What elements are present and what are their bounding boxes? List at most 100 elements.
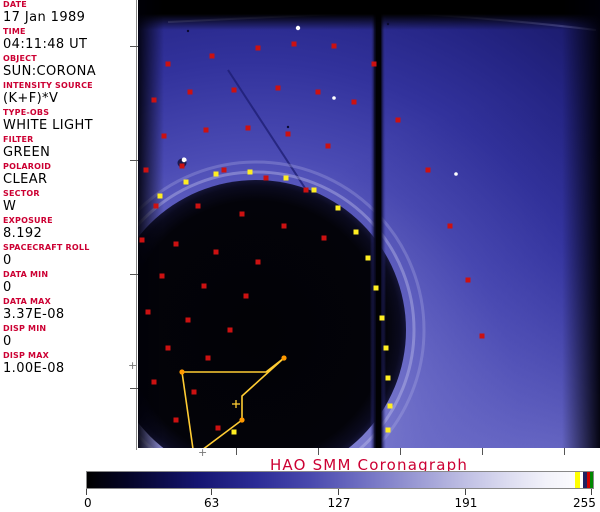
- metadata-field: OBJECT SUN:CORONA: [0, 54, 136, 79]
- color-scale-stripe-yellow: [575, 472, 580, 488]
- yellow-marker-point: [373, 285, 379, 291]
- metadata-field-value: (K+F)*V: [3, 91, 59, 106]
- yellow-marker-point: [311, 187, 317, 193]
- yellow-marker-point: [157, 193, 163, 199]
- red-marker-points: [139, 41, 485, 431]
- instrument-title: HAO SMM Coronagraph: [269, 456, 469, 474]
- red-marker-point: [195, 203, 201, 209]
- color-scale-tick: [591, 489, 592, 495]
- red-marker-point: [185, 317, 191, 323]
- metadata-field: DATE 17 Jan 1989: [0, 0, 136, 25]
- red-marker-point: [165, 345, 171, 351]
- roi-center-crosshair: [232, 400, 240, 408]
- roi-polygon-overlay[interactable]: [181, 357, 285, 448]
- color-scale-tick: [337, 489, 339, 495]
- metadata-field: SECTOR W: [0, 189, 136, 214]
- red-marker-point: [479, 333, 485, 339]
- metadata-field: DISP MAX 1.00E-08: [0, 351, 136, 376]
- metadata-field-value: CLEAR: [3, 172, 48, 187]
- metadata-field-label: SECTOR: [3, 189, 40, 198]
- red-marker-point: [139, 237, 145, 243]
- roi-vertex-handles[interactable]: [179, 355, 287, 448]
- red-marker-point: [209, 53, 215, 59]
- red-marker-point: [303, 187, 309, 193]
- red-marker-point: [371, 61, 377, 67]
- red-marker-point: [331, 43, 337, 49]
- metadata-field-value: 3.37E-08: [3, 307, 65, 322]
- bottom-axis-tick: [236, 448, 237, 455]
- bottom-axis-tick: [482, 448, 483, 455]
- yellow-marker-point: [383, 345, 389, 351]
- color-scale-stripe-white: [579, 472, 584, 488]
- yellow-marker-points: [157, 169, 393, 435]
- red-marker-point: [221, 167, 227, 173]
- field-stop-top-fade: [138, 14, 600, 30]
- metadata-field-label: DATA MAX: [3, 297, 51, 306]
- metadata-field: DISP MIN 0: [0, 324, 136, 349]
- metadata-field-value: 17 Jan 1989: [3, 10, 86, 25]
- metadata-field-value: GREEN: [3, 145, 51, 160]
- red-marker-point: [245, 125, 251, 131]
- color-scale-tick: [210, 489, 212, 495]
- color-scale-stripe-navy: [583, 472, 587, 488]
- metadata-field-label: TYPE-OBS: [3, 108, 50, 117]
- yellow-marker-point: [365, 255, 371, 261]
- yellow-marker-point: [335, 205, 341, 211]
- coronagraph-image: [138, 0, 600, 448]
- red-marker-point: [275, 85, 281, 91]
- metadata-field-label: DATE: [3, 0, 27, 9]
- color-scale-tick: [464, 489, 466, 495]
- bottom-axis-tick: [318, 448, 319, 455]
- metadata-field-label: DISP MIN: [3, 324, 47, 333]
- red-marker-point: [213, 249, 219, 255]
- red-marker-point: [231, 87, 237, 93]
- bottom-axis-tick: [400, 448, 401, 455]
- color-scale-tick-label: 0: [84, 496, 92, 510]
- red-marker-point: [205, 355, 211, 361]
- red-marker-point: [179, 163, 185, 169]
- roi-vertex-handle[interactable]: [281, 355, 287, 361]
- roi-vertex-handle[interactable]: [179, 369, 185, 375]
- vignette-right: [562, 0, 600, 448]
- red-marker-point: [203, 127, 209, 133]
- yellow-marker-point: [387, 403, 393, 409]
- red-marker-point: [143, 167, 149, 173]
- red-marker-point: [161, 133, 167, 139]
- red-marker-point: [395, 117, 401, 123]
- metadata-field: SPACECRAFT ROLL 0: [0, 243, 136, 268]
- pylon-core: [376, 0, 381, 448]
- metadata-field-label: EXPOSURE: [3, 216, 53, 225]
- metadata-field-value: 0: [3, 280, 12, 295]
- metadata-field-label: OBJECT: [3, 54, 37, 63]
- red-marker-point: [153, 203, 159, 209]
- metadata-field-value: SUN:CORONA: [3, 64, 97, 79]
- metadata-field-label: DATA MIN: [3, 270, 49, 279]
- red-marker-point: [285, 131, 291, 137]
- red-marker-point: [165, 61, 171, 67]
- metadata-field-value: 0: [3, 253, 12, 268]
- red-marker-point: [191, 389, 197, 395]
- roi-vertex-handle[interactable]: [239, 417, 245, 423]
- yellow-marker-point: [353, 229, 359, 235]
- color-scale-stripe-green: [589, 472, 593, 488]
- yellow-marker-point: [379, 315, 385, 321]
- color-scale-tick-labels: 0 63 127 191 255: [84, 496, 596, 512]
- red-marker-point: [173, 241, 179, 247]
- metadata-field-value: 8.192: [3, 226, 43, 241]
- metadata-field: POLAROID CLEAR: [0, 162, 136, 187]
- red-marker-point: [239, 211, 245, 217]
- color-scale-stripe-red: [586, 472, 590, 488]
- red-marker-point: [145, 309, 151, 315]
- red-marker-point: [291, 41, 297, 47]
- yellow-marker-point: [231, 429, 237, 435]
- yellow-marker-point: [247, 169, 253, 175]
- red-marker-point: [281, 223, 287, 229]
- metadata-field: DATA MAX 3.37E-08: [0, 297, 136, 322]
- red-marker-point: [151, 379, 157, 385]
- red-marker-point: [255, 259, 261, 265]
- metadata-field-value: 04:11:48 UT: [3, 37, 88, 52]
- red-marker-point: [215, 425, 221, 431]
- red-marker-point: [315, 89, 321, 95]
- red-marker-point: [263, 175, 269, 181]
- metadata-field: EXPOSURE 8.192: [0, 216, 136, 241]
